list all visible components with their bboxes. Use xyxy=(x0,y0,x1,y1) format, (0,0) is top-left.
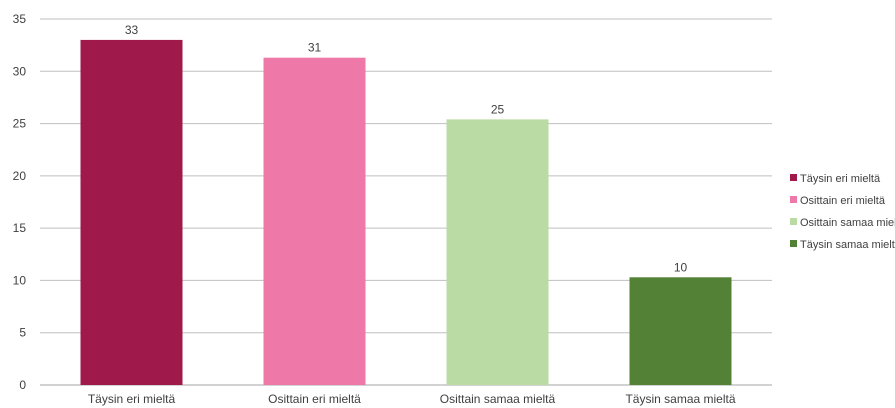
x-category-label: Täysin eri mieltä xyxy=(88,392,176,406)
y-tick-label: 30 xyxy=(13,64,27,78)
legend: Täysin eri mieltä Osittain eri mieltä Osit… xyxy=(790,173,895,251)
y-tick-label: 20 xyxy=(13,169,27,183)
bar xyxy=(446,119,549,385)
x-category-label: Osittain eri mieltä xyxy=(268,392,361,406)
legend-entry: Osittain samaa mieltä xyxy=(800,217,895,229)
legend-swatch xyxy=(790,218,797,225)
y-axis-ticks: 0 5 10 15 20 25 30 35 xyxy=(13,12,27,392)
bars xyxy=(80,39,732,386)
data-labels: 33 31 25 10 xyxy=(125,23,688,274)
legend-swatch xyxy=(790,174,797,181)
y-tick-label: 10 xyxy=(13,273,27,287)
data-label: 25 xyxy=(491,102,505,116)
legend-swatch xyxy=(790,240,797,247)
y-tick-label: 5 xyxy=(19,326,26,340)
y-tick-label: 25 xyxy=(13,117,27,131)
legend-entry: Täysin eri mieltä xyxy=(800,173,881,185)
y-tick-label: 0 xyxy=(19,378,26,392)
x-axis-categories: Täysin eri mieltä Osittain eri mieltä Osit… xyxy=(88,392,736,406)
bar xyxy=(629,277,732,385)
legend-entry: Osittain eri mieltä xyxy=(800,195,886,207)
legend-entry: Täysin samaa mieltä xyxy=(800,239,895,251)
legend-swatch xyxy=(790,196,797,203)
data-label: 10 xyxy=(674,260,688,274)
y-tick-label: 15 xyxy=(13,221,27,235)
x-category-label: Täysin samaa mieltä xyxy=(625,392,735,406)
bar xyxy=(263,57,366,385)
data-label: 33 xyxy=(125,23,139,37)
y-tick-label: 35 xyxy=(13,12,27,26)
data-label: 31 xyxy=(308,41,322,55)
x-category-label: Osittain samaa mieltä xyxy=(440,392,556,406)
bar xyxy=(80,39,183,386)
